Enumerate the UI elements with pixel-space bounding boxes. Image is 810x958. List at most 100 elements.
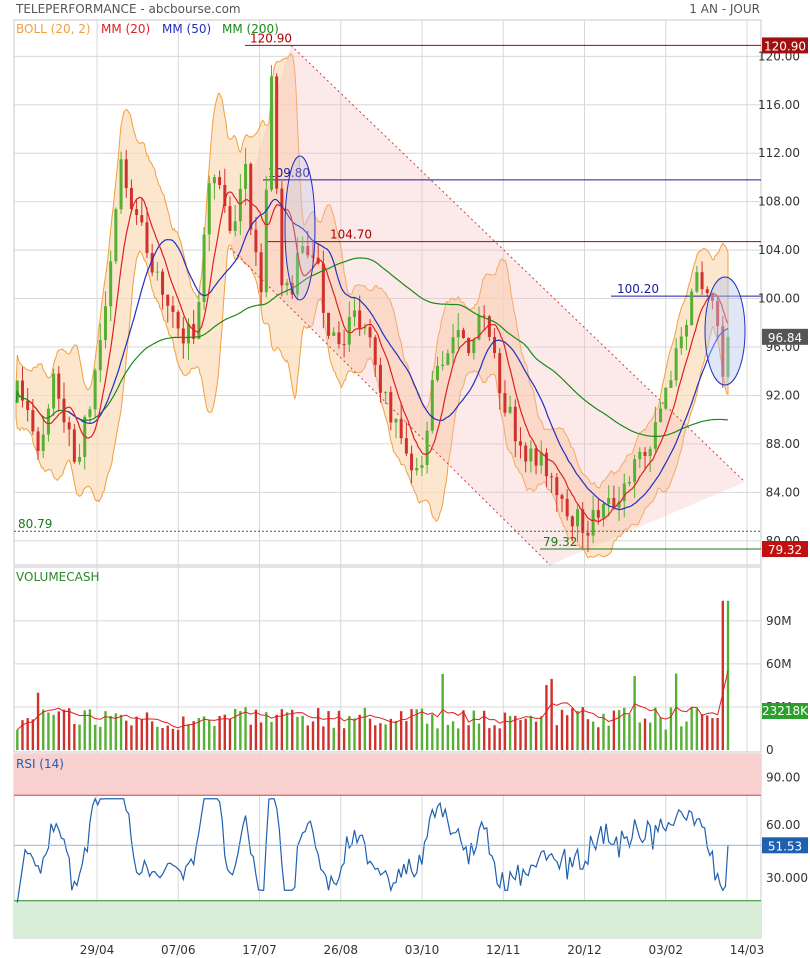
volume-bar [332,727,335,750]
volume-bar [451,721,455,750]
volume-bar [550,678,553,750]
candle-body [482,315,486,317]
volume-bar [420,708,424,750]
volume-bar [514,715,517,750]
volume-bar [425,723,429,750]
candle-body [617,501,621,508]
highlight-ellipse [704,276,746,386]
candle-body [389,392,393,423]
y-tick-label: 116.00 [758,98,800,112]
volume-bar [83,710,86,750]
candle-body [26,400,30,411]
volume-bar [192,721,195,750]
mm200-line [15,257,729,437]
candle-body [508,406,512,413]
candle-body [67,422,71,430]
candle-body [31,410,35,432]
candle-body [171,305,175,312]
volume-bar [633,675,636,750]
volume-bar [389,718,393,750]
candle-body [150,253,154,273]
candle-body [518,441,522,446]
volume-bar [540,716,543,750]
volume-bar [638,722,642,750]
candle-body [498,353,502,394]
volume-bar [57,711,60,750]
candle-body [321,263,325,313]
volume-bar [161,728,164,750]
candle-body [441,364,445,366]
volume-bar [182,716,185,750]
candle-body [435,365,439,380]
candle-body [493,336,497,354]
candle-body [373,337,377,365]
volume-bar [576,711,579,750]
candle-body [591,510,595,536]
candle-body [601,503,605,518]
volume-bar [498,728,501,750]
bollinger-band [15,52,729,559]
candle-body [140,215,144,223]
volume-bar [612,710,616,750]
x-tick-label: 14/03 [730,943,765,957]
volume-bar [171,728,175,750]
candle-body [638,451,642,460]
legend-mm20: MM (20) [101,22,151,36]
candle-body [695,272,699,292]
candle-body [425,430,429,466]
candle-body [451,337,455,354]
volume-bar [296,716,299,750]
candle-body [612,497,616,508]
candle-body [352,310,356,317]
volume-mm-line [16,670,729,731]
volume-bar [62,709,66,750]
candle-body [363,327,367,329]
candle-body [430,379,434,431]
volume-bar [586,719,590,750]
volume-bar [410,709,413,750]
candle-body [311,255,315,258]
volume-bar [125,720,128,750]
mm20-line [28,191,729,523]
volume-bar [31,719,35,750]
candle-body [659,408,663,423]
volume-bar [711,718,714,750]
candle-body [653,422,657,449]
candle-body [259,252,263,293]
level-109-label: 109.80 [268,166,310,180]
volume-bar [140,719,143,750]
volume-bar [306,725,310,750]
candle-body [404,438,408,454]
rsi-panel-title: RSI (14) [16,757,64,771]
candle-body [306,246,310,256]
y-tick-label: 112.00 [758,146,800,160]
volume-bar [628,714,631,750]
candle-body [415,468,419,471]
volume-bar [436,728,439,750]
candle-body [124,159,128,189]
volume-bar [291,709,294,750]
candle-body [524,445,528,462]
volume-tick-label: 90M [766,614,792,628]
candle-body [93,370,97,410]
volume-bar [135,716,138,750]
volume-bar [726,600,730,750]
candle-body [544,452,548,477]
volume-bar [565,715,569,750]
candle-body [690,291,694,325]
volume-bar [700,714,704,750]
volume-bar [617,710,621,750]
candle-body [716,300,720,327]
candle-body [420,465,424,469]
volume-bar [166,725,169,750]
candle-body [166,294,170,306]
highlight-ellipse [284,155,316,301]
candle-body [135,209,139,216]
max-price-badge-box [762,37,808,54]
candle-body [72,429,76,462]
candle-body [103,306,107,341]
volume-bar [384,724,387,750]
volume-bar [560,709,564,750]
candle-body [78,456,82,462]
volume-bar [716,718,719,750]
